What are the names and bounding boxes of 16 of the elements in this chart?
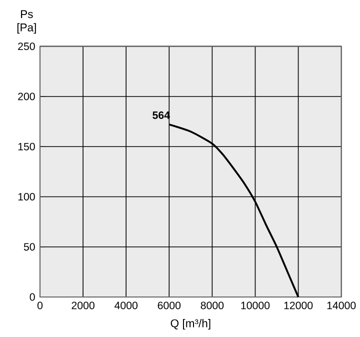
x-tick-label: 0 (37, 302, 43, 310)
x-tick-label: 4000 (114, 302, 138, 310)
x-tick-label: 2000 (72, 302, 94, 310)
y-tick-label: 50 (24, 243, 35, 251)
y-tick-label: 200 (18, 92, 35, 100)
x-tick-label: 10000 (241, 302, 270, 310)
y-axis-title: Ps [Pa] (17, 10, 36, 34)
y-tick-label: 150 (18, 142, 35, 150)
x-tick-label: 8000 (200, 302, 224, 310)
x-tick-label: 12000 (284, 302, 313, 310)
y-tick-label: 0 (30, 293, 35, 301)
x-axis-title: Q [m³/h] (170, 319, 210, 330)
y-tick-label: 100 (18, 192, 35, 200)
x-tick-label: 6000 (158, 302, 181, 310)
y-tick-label: 250 (18, 42, 35, 50)
x-tick-label: 14000 (327, 302, 356, 310)
